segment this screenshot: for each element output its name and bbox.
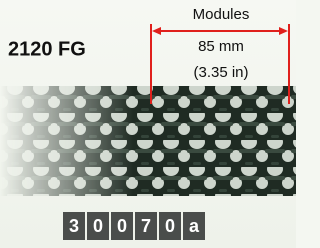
dimension-metric: 85 mm	[198, 38, 244, 55]
code-char: 0	[117, 216, 127, 236]
code-char: a	[189, 216, 200, 236]
dimension-imperial: (3.35 in)	[193, 64, 248, 81]
code-char: 0	[165, 216, 175, 236]
belt-image	[0, 86, 296, 196]
dimension-label: Modules	[193, 6, 250, 23]
product-title: 2120 FG	[8, 38, 86, 60]
code-char: 3	[69, 216, 79, 236]
code-char: 7	[141, 216, 151, 236]
code-char: 0	[93, 216, 103, 236]
